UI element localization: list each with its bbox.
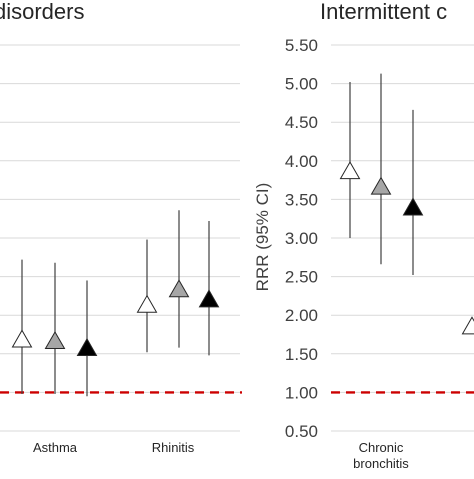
y-tick-label: 4.00 [285,152,318,171]
left-point-marker [46,332,65,349]
right-panel-title: Intermittent c [320,0,447,24]
left-point-marker [138,296,157,313]
right-panel-intermittent: Intermittent c RRR (95% CI) 0.50 1.00 1.50… [253,0,474,471]
right-category-label-line: Chronic [359,440,404,455]
y-tick-label: 1.00 [285,383,318,402]
left-point-marker [78,339,97,356]
y-axis-label: RRR (95% CI) [253,183,272,292]
y-tick-label: 3.50 [285,190,318,209]
y-tick-label: 2.50 [285,268,318,287]
right-category-label-line: bronchitis [353,456,409,471]
y-tick-label: 1.50 [285,345,318,364]
right-point-marker [341,162,360,179]
left-point-marker [200,290,219,307]
right-point-marker [404,198,423,215]
y-tick-label: 5.50 [285,36,318,55]
left-panel-title: disorders [0,0,84,24]
left-category-label: Asthma [33,440,78,455]
y-tick-label: 3.00 [285,229,318,248]
y-tick-label: 0.50 [285,422,318,441]
left-point-marker [170,280,189,297]
right-point-marker [372,178,391,195]
y-tick-label: 2.00 [285,306,318,325]
left-category-label: Rhinitis [152,440,195,455]
y-tick-label: 5.00 [285,75,318,94]
left-point-marker [13,330,32,347]
y-tick-label: 4.50 [285,113,318,132]
right-point-marker [463,317,474,334]
left-panel-disorders: disorders Asthma Rhinitis [0,0,242,455]
